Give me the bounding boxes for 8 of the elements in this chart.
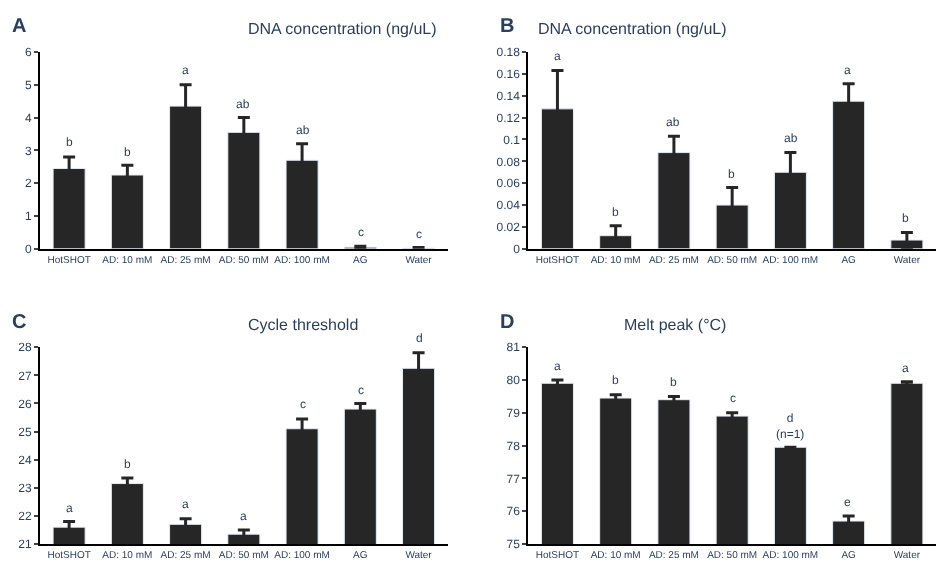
text: D xyxy=(500,312,515,334)
chart-title: DNA concentration (ng/uL) xyxy=(538,20,728,38)
chart-title: Cycle threshold xyxy=(248,316,359,334)
chart-title: Melt peak (°C) xyxy=(624,316,728,334)
text: A xyxy=(12,16,27,38)
chart-title: DNA concentration (ng/uL) xyxy=(248,20,438,38)
text: C xyxy=(12,312,27,334)
text: B xyxy=(500,16,515,38)
